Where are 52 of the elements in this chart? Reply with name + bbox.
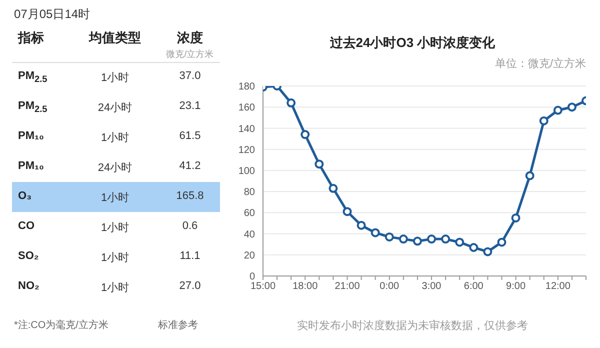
category-label: 24小时 — [98, 162, 132, 174]
category-label: PM$_{2.5}$ — [18, 100, 48, 114]
text: 41.2 — [179, 160, 201, 172]
x-tick-label: 0:00 — [380, 281, 400, 292]
x-tick-label: 18:00 — [292, 281, 318, 292]
text: 11.1 — [180, 250, 200, 262]
text: 61.5 — [179, 130, 201, 142]
text: 浓度 — [177, 30, 203, 45]
category-label: PM$_{2.5}$ — [18, 70, 48, 84]
text: 均值类型 — [89, 30, 141, 45]
text: 微克/立方米 — [166, 49, 214, 59]
text: *注:CO为毫克/立方米 — [14, 320, 108, 331]
category-label: CO — [18, 220, 34, 232]
text: 实时发布小时浓度数据为未审核数据，仅供参考 — [297, 320, 528, 332]
chart-title: 过去24小时O3 小时浓度变化 — [330, 35, 496, 50]
text: 07月05日14时 — [14, 7, 90, 21]
text: 0.6 — [182, 220, 198, 232]
x-tick-label: 12:00 — [545, 281, 571, 292]
y-tick-label: 100 — [238, 166, 256, 177]
y-tick-label: 160 — [238, 102, 256, 114]
category-label: 1小时 — [100, 252, 130, 264]
category-label: NO₂ — [18, 280, 40, 292]
x-tick-label: 3:00 — [422, 281, 442, 292]
category-label: PM₁₀ — [18, 160, 44, 172]
category-label: 24小时 — [98, 102, 132, 114]
text: 标准参考 — [158, 320, 198, 331]
category-label: 1小时 — [100, 222, 130, 234]
y-tick-label: 180 — [238, 82, 256, 93]
text: 165.8 — [176, 190, 204, 202]
category-label: SO₂ — [18, 250, 39, 262]
y-tick-label: 60 — [244, 208, 256, 220]
x-tick-label: 6:00 — [464, 281, 484, 292]
text: 23.1 — [179, 100, 201, 112]
category-label: PM₁₀ — [18, 130, 44, 142]
x-tick-label: 9:00 — [506, 281, 526, 292]
y-tick-label: 0 — [249, 272, 256, 283]
category-label: 1小时 — [100, 132, 130, 144]
x-tick-label: 15:00 — [250, 281, 276, 292]
category-label: 1小时 — [100, 192, 130, 204]
y-tick-label: 140 — [238, 124, 256, 135]
y-tick-label: 20 — [244, 250, 256, 262]
x-tick-label: 21:00 — [334, 281, 360, 292]
y-tick-label: 40 — [244, 229, 256, 240]
y-axis-title: 单位：微克/立方米 — [494, 58, 586, 70]
category-label: O₃ — [18, 190, 32, 202]
text: 37.0 — [179, 70, 201, 82]
y-tick-label: 80 — [244, 187, 256, 198]
text: 指标 — [18, 30, 44, 45]
y-tick-label: 120 — [238, 144, 256, 156]
text: 27.0 — [179, 280, 201, 292]
category-label: 1小时 — [100, 282, 130, 294]
category-label: 1小时 — [100, 72, 130, 84]
